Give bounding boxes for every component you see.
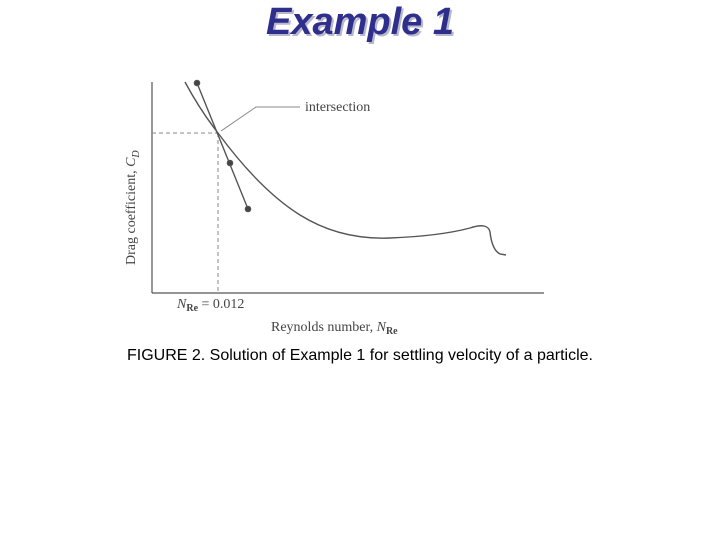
label-symbol: N	[176, 297, 187, 312]
annotation: intersection	[305, 100, 370, 115]
point	[193, 79, 201, 87]
figure	[151, 79, 544, 294]
title: Example 1	[266, 1, 454, 43]
label-text: Drag coefficient,	[124, 167, 139, 265]
leader-line	[220, 106, 300, 132]
label-text: = 0.012	[198, 297, 244, 312]
label-symbol: C	[124, 157, 139, 167]
caption: FIGURE 2. Solution of Example 1 for sett…	[127, 347, 593, 364]
title-shadow: Example 1	[268, 3, 456, 45]
point	[226, 159, 234, 167]
label-text: Reynolds number,	[271, 320, 377, 335]
label-subscript: Re	[186, 303, 198, 314]
x-axis-label: Reynolds number, NRe	[271, 320, 398, 337]
label-symbol: N	[376, 320, 387, 335]
point	[244, 205, 252, 213]
label-subscript: Re	[386, 326, 398, 337]
trial-line	[196, 82, 249, 210]
y-axis-label: Drag coefficient, CD	[124, 150, 142, 265]
marker-label: NRe = 0.012	[176, 297, 244, 314]
drag-curve	[184, 81, 507, 256]
label-subscript: D	[131, 150, 142, 159]
